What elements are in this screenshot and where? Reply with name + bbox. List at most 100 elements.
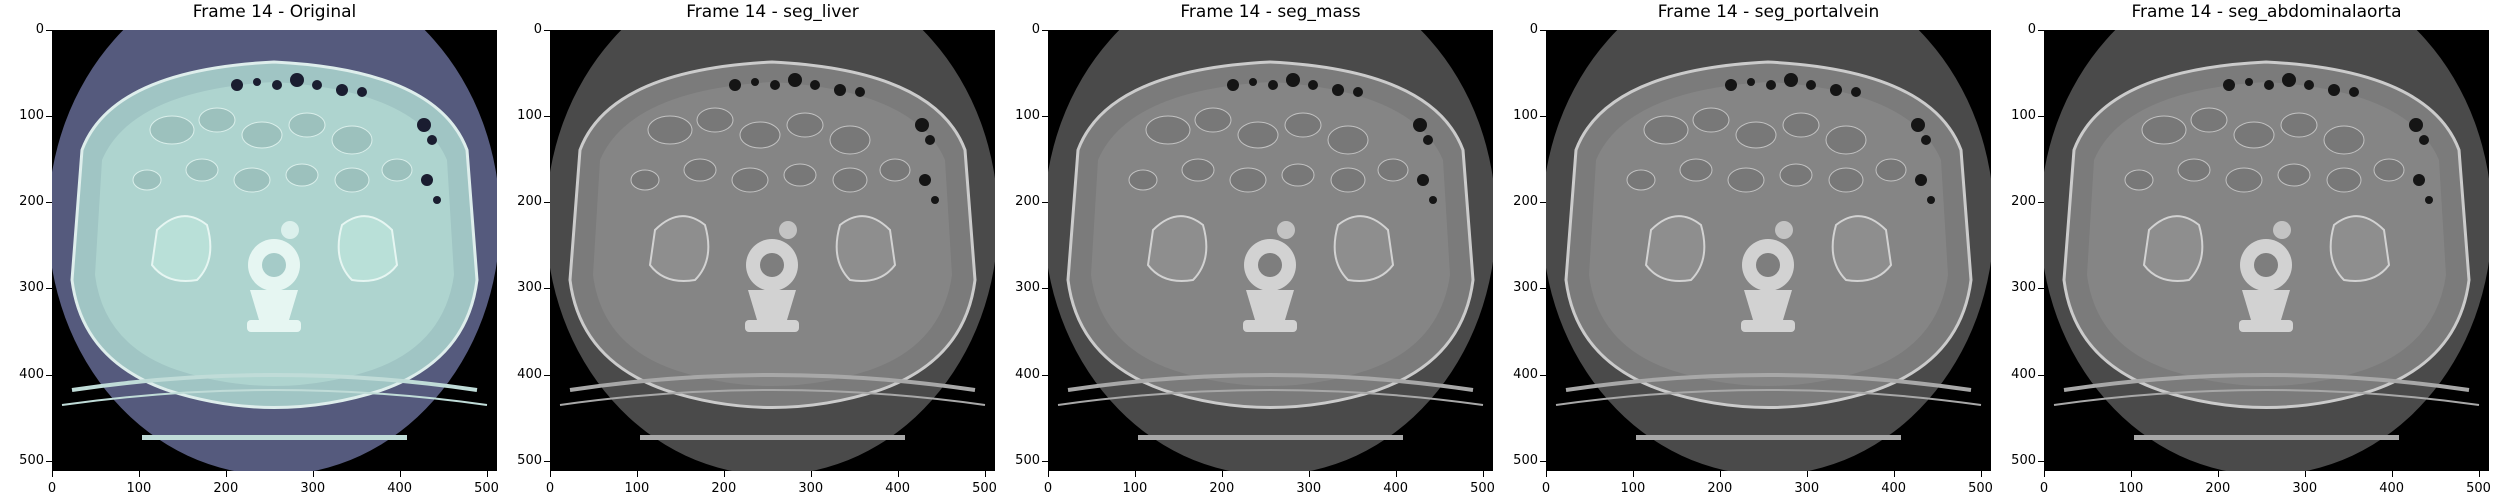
ct-scan-drawing bbox=[1546, 30, 1991, 471]
x-tick-mark bbox=[1048, 471, 1049, 477]
x-tick-label: 400 bbox=[2379, 481, 2405, 496]
x-tick-mark bbox=[1221, 471, 1223, 477]
x-tick-label: 200 bbox=[1707, 481, 1733, 496]
y-tick-label: 200 bbox=[2011, 194, 2036, 210]
x-tick-mark bbox=[52, 471, 53, 477]
y-tick-label: 400 bbox=[1015, 366, 1040, 382]
x-tick-mark bbox=[2044, 471, 2045, 477]
x-tick-mark bbox=[810, 471, 812, 477]
ct-image bbox=[52, 30, 497, 471]
y-tick-label: 0 bbox=[1031, 22, 1040, 37]
y-tick-label: 0 bbox=[2027, 22, 2036, 37]
y-tick-mark bbox=[544, 116, 550, 118]
y-tick-label: 0 bbox=[1529, 22, 1538, 37]
x-tick-label: 0 bbox=[2039, 481, 2049, 496]
x-tick-label: 300 bbox=[300, 481, 326, 496]
y-tick-mark bbox=[1540, 30, 1546, 31]
x-tick-mark bbox=[1893, 471, 1895, 477]
x-tick-label: 100 bbox=[2118, 481, 2144, 496]
x-tick-label: 500 bbox=[474, 481, 499, 496]
y-tick-label: 100 bbox=[517, 108, 542, 124]
y-tick-label: 400 bbox=[2011, 366, 2036, 382]
y-tick-mark bbox=[1042, 202, 1048, 204]
ct-scan-drawing bbox=[2044, 30, 2489, 471]
y-tick-label: 0 bbox=[533, 22, 542, 37]
y-tick-mark bbox=[544, 30, 550, 31]
image-panel: Frame 14 - seg_liver 0 100 200 300 400 500 0 100… bbox=[498, 0, 997, 500]
y-tick-mark bbox=[1540, 116, 1546, 118]
y-tick-label: 200 bbox=[1513, 194, 1538, 210]
y-tick-label: 100 bbox=[19, 108, 44, 124]
x-tick-label: 100 bbox=[1620, 481, 1646, 496]
y-tick-mark bbox=[1540, 460, 1546, 462]
x-tick-mark bbox=[2217, 471, 2219, 477]
x-tick-mark bbox=[1980, 471, 1982, 477]
y-tick-mark bbox=[2038, 202, 2044, 204]
y-tick-mark bbox=[2038, 116, 2044, 118]
image-panel: Frame 14 - seg_portalvein 0 100 200 300 400 50… bbox=[1494, 0, 1993, 500]
x-tick-label: 400 bbox=[1383, 481, 1409, 496]
y-tick-label: 100 bbox=[1513, 108, 1538, 124]
y-tick-label: 200 bbox=[517, 194, 542, 210]
y-tick-label: 300 bbox=[517, 280, 542, 296]
x-tick-label: 500 bbox=[1470, 481, 1495, 496]
x-tick-mark bbox=[636, 471, 638, 477]
x-tick-mark bbox=[1546, 471, 1547, 477]
x-tick-label: 400 bbox=[1881, 481, 1907, 496]
y-tick-mark bbox=[46, 460, 52, 462]
y-tick-label: 200 bbox=[1015, 194, 1040, 210]
x-tick-mark bbox=[1395, 471, 1397, 477]
x-tick-label: 100 bbox=[624, 481, 650, 496]
x-tick-label: 0 bbox=[1043, 481, 1053, 496]
x-tick-mark bbox=[984, 471, 986, 477]
ct-scan-drawing bbox=[550, 30, 995, 471]
ct-scan-drawing bbox=[1048, 30, 1493, 471]
x-tick-mark bbox=[723, 471, 725, 477]
x-tick-label: 500 bbox=[1968, 481, 1993, 496]
y-tick-label: 500 bbox=[1015, 452, 1040, 468]
x-tick-label: 100 bbox=[126, 481, 152, 496]
x-tick-mark bbox=[312, 471, 314, 477]
y-tick-label: 300 bbox=[19, 280, 44, 296]
y-tick-mark bbox=[2038, 374, 2044, 376]
panel-title: Frame 14 - seg_mass bbox=[1180, 2, 1361, 22]
x-tick-mark bbox=[2130, 471, 2132, 477]
x-tick-label: 0 bbox=[47, 481, 57, 496]
x-tick-label: 300 bbox=[1296, 481, 1322, 496]
x-tick-mark bbox=[897, 471, 899, 477]
panel-title: Frame 14 - Original bbox=[192, 2, 357, 22]
ct-scan-drawing bbox=[52, 30, 497, 471]
ct-image bbox=[1048, 30, 1493, 471]
y-tick-mark bbox=[46, 116, 52, 118]
y-tick-label: 400 bbox=[517, 366, 542, 382]
image-panel: Frame 14 - seg_abdominalaorta 0 100 200 300 4… bbox=[1992, 0, 2491, 500]
y-tick-label: 500 bbox=[19, 452, 44, 468]
x-tick-label: 0 bbox=[545, 481, 555, 496]
y-tick-mark bbox=[544, 288, 550, 290]
x-tick-label: 300 bbox=[2292, 481, 2318, 496]
x-tick-mark bbox=[138, 471, 140, 477]
x-tick-mark bbox=[1308, 471, 1310, 477]
x-tick-mark bbox=[1719, 471, 1721, 477]
x-tick-label: 0 bbox=[1541, 481, 1551, 496]
y-tick-mark bbox=[1042, 460, 1048, 462]
x-tick-label: 200 bbox=[711, 481, 737, 496]
y-tick-mark bbox=[544, 202, 550, 204]
image-panel: Frame 14 - Original 0 100 200 300 400 500 0 100 2… bbox=[0, 0, 499, 500]
ct-image bbox=[550, 30, 995, 471]
ct-image bbox=[2044, 30, 2489, 471]
y-tick-label: 500 bbox=[517, 452, 542, 468]
ct-image bbox=[1546, 30, 1991, 471]
x-tick-label: 300 bbox=[798, 481, 824, 496]
panel-title: Frame 14 - seg_liver bbox=[686, 2, 859, 22]
x-tick-mark bbox=[1806, 471, 1808, 477]
y-tick-mark bbox=[1042, 288, 1048, 290]
y-tick-label: 300 bbox=[2011, 280, 2036, 296]
x-tick-mark bbox=[1482, 471, 1484, 477]
x-tick-label: 200 bbox=[1209, 481, 1235, 496]
y-tick-label: 500 bbox=[1513, 452, 1538, 468]
y-tick-mark bbox=[2038, 30, 2044, 31]
y-tick-mark bbox=[46, 288, 52, 290]
x-tick-mark bbox=[2391, 471, 2393, 477]
x-tick-label: 200 bbox=[2205, 481, 2231, 496]
